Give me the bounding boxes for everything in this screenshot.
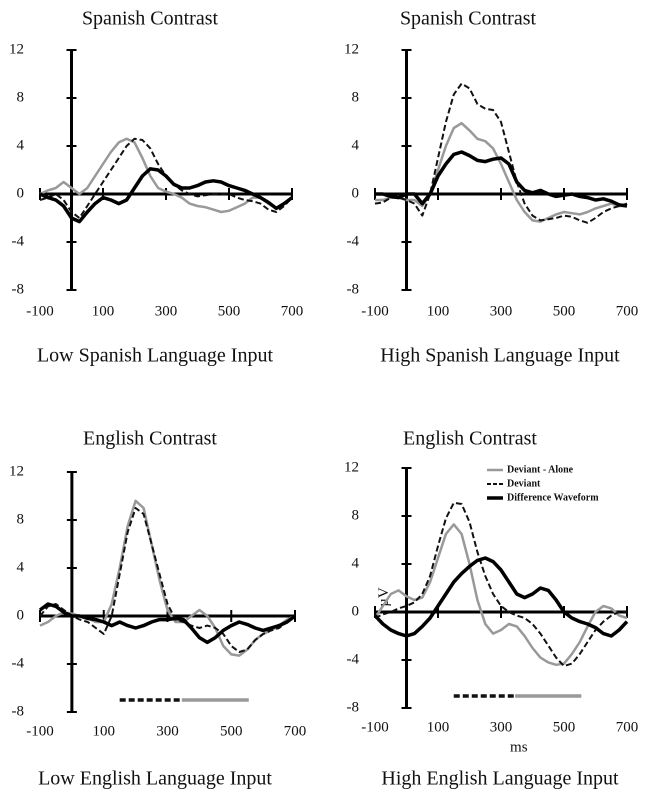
y-tick-label: -4 (347, 651, 360, 667)
x-tick-label: 500 (553, 303, 576, 319)
y-tick-label: 8 (352, 507, 360, 523)
x-tick-label: 700 (616, 719, 639, 735)
y-tick-label: 4 (17, 559, 25, 575)
x-tick-label: 700 (284, 723, 307, 739)
legend-label: Difference Waveform (507, 492, 599, 503)
waveform (38, 602, 297, 645)
x-tick-label: 300 (490, 303, 513, 319)
x-tick-label: 500 (220, 723, 243, 739)
waveform (39, 137, 293, 214)
y-tick-label: -4 (12, 655, 25, 671)
y-tick-label: -4 (347, 233, 360, 249)
y-tick-label: 0 (17, 607, 25, 623)
y-tick-label: 4 (17, 137, 25, 153)
waveform (39, 507, 296, 653)
legend-label: Deviant - Alone (507, 464, 574, 475)
x-tick-label: 700 (616, 303, 639, 319)
y-tick-label: 8 (17, 511, 25, 527)
y-tick-label: 0 (17, 185, 25, 201)
x-tick-label: -100 (26, 303, 54, 319)
x-tick-label: 100 (92, 303, 115, 319)
y-tick-label: -8 (12, 703, 25, 719)
chart-title: Spanish Contrast (82, 8, 219, 30)
caption: High Spanish Language Input (380, 345, 620, 367)
x-axis-label: ms (510, 739, 528, 755)
chart-title: English Contrast (403, 428, 537, 450)
y-tick-label: 0 (352, 185, 360, 201)
legend-label: Deviant (507, 478, 541, 489)
y-tick-label: 12 (9, 41, 24, 57)
x-tick-label: 100 (427, 303, 450, 319)
y-tick-label: 12 (9, 463, 24, 479)
waveform (373, 523, 628, 667)
x-tick-label: 300 (156, 723, 179, 739)
y-tick-label: 12 (344, 459, 359, 475)
waveform (373, 556, 629, 638)
x-tick-label: 500 (218, 303, 241, 319)
waveform (374, 501, 627, 667)
x-tick-label: 300 (490, 719, 513, 735)
y-tick-label: -8 (347, 281, 360, 297)
y-tick-label: -8 (347, 699, 360, 715)
chart-title: Spanish Contrast (400, 8, 537, 30)
x-tick-label: 300 (155, 303, 178, 319)
y-tick-label: 8 (352, 89, 360, 105)
y-tick-label: -8 (12, 281, 25, 297)
waveform (39, 167, 294, 224)
y-tick-label: 4 (352, 555, 360, 571)
caption: High English Language Input (381, 768, 619, 790)
y-tick-label: 0 (352, 603, 360, 619)
x-tick-label: 500 (553, 719, 576, 735)
waveform (375, 150, 628, 208)
chart-title: English Contrast (83, 428, 217, 450)
y-tick-label: 4 (352, 137, 360, 153)
y-axis-label: µV (376, 587, 392, 607)
x-tick-label: -100 (361, 303, 389, 319)
waveform (374, 82, 628, 224)
x-tick-label: 100 (93, 723, 116, 739)
caption: Low Spanish Language Input (37, 345, 274, 367)
x-tick-label: -100 (26, 723, 54, 739)
x-tick-label: 100 (427, 719, 450, 735)
x-tick-label: -100 (361, 719, 389, 735)
x-tick-label: 700 (281, 303, 304, 319)
waveform (39, 499, 296, 657)
y-tick-label: 12 (344, 41, 359, 57)
waveform (375, 121, 627, 223)
caption: Low English Language Input (38, 768, 272, 790)
y-tick-label: 8 (17, 89, 25, 105)
y-tick-label: -4 (12, 233, 25, 249)
